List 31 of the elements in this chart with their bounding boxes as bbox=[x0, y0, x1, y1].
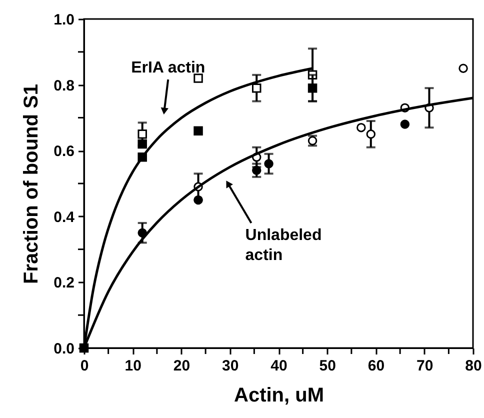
point bbox=[194, 74, 203, 83]
x-tick-label: 20 bbox=[173, 358, 190, 374]
y-tick-label: 1.0 bbox=[54, 12, 74, 28]
x-tick-label: 10 bbox=[124, 358, 142, 374]
point bbox=[138, 139, 147, 149]
point bbox=[194, 126, 203, 136]
annotation: Unlabeled actin bbox=[245, 226, 322, 264]
x-axis-title: Actin, uM bbox=[234, 384, 324, 406]
point bbox=[356, 122, 366, 132]
point bbox=[400, 120, 410, 129]
point bbox=[194, 195, 203, 205]
point bbox=[138, 130, 147, 139]
y-tick-label: 0.2 bbox=[54, 274, 74, 292]
x-tick-label: 50 bbox=[319, 358, 336, 374]
x-tick-label: 60 bbox=[368, 358, 385, 374]
y-tick-label: 0.8 bbox=[54, 77, 74, 94]
y-tick-label: 0.0 bbox=[54, 340, 74, 358]
x-tick-label: 70 bbox=[416, 358, 434, 374]
point bbox=[458, 64, 468, 73]
annotation: ErIA actin bbox=[131, 60, 206, 77]
y-tick-label: 0.4 bbox=[54, 208, 76, 226]
x-tick-label: 80 bbox=[465, 358, 482, 374]
x-tick-label: 30 bbox=[222, 358, 239, 374]
point bbox=[252, 83, 262, 93]
x-tick-label: 40 bbox=[270, 358, 288, 374]
point bbox=[308, 83, 318, 93]
y-axis-title: Fraction of bound S1 bbox=[20, 84, 43, 284]
y-tick-label: 0.6 bbox=[54, 143, 74, 160]
point bbox=[366, 130, 376, 139]
x-tick-label: 0 bbox=[80, 358, 89, 374]
point bbox=[264, 159, 274, 168]
